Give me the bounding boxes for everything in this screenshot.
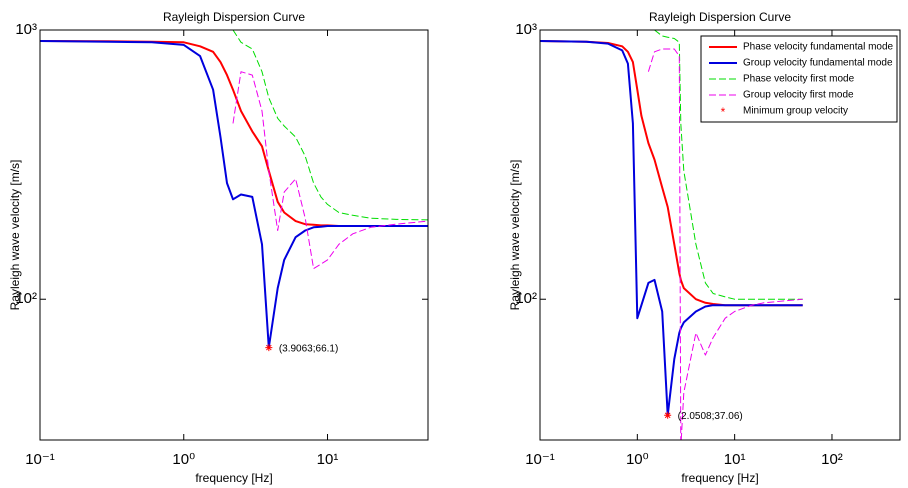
series-line	[232, 30, 428, 221]
legend-label: Minimum group velocity	[743, 106, 848, 117]
plot-area	[40, 30, 428, 440]
series-group	[540, 30, 803, 440]
x-tick-label: 10⁰	[172, 451, 195, 468]
chart-title: Rayleigh Dispersion Curve	[163, 10, 305, 24]
legend-marker: *	[721, 105, 726, 119]
x-tick-label: 10⁻¹	[25, 451, 55, 468]
x-tick-label: 10²	[821, 451, 843, 468]
series-line	[654, 30, 803, 300]
series-line	[647, 48, 803, 440]
axes-frame	[39, 29, 429, 441]
series-line	[540, 40, 803, 417]
y-axis-label: Rayleigh wave velocity [m/s]	[8, 160, 22, 311]
annotation: (3.9063;66.1)	[279, 343, 339, 354]
y-tick-label: 10²	[515, 290, 537, 307]
y-tick-label: 10²	[15, 290, 37, 307]
axes-frame	[539, 29, 901, 441]
min-marker	[664, 411, 672, 419]
y-axis-label: Rayleigh wave velocity [m/s]	[508, 160, 522, 311]
annotation: (2.0508;37.06)	[678, 411, 743, 422]
legend-label: Group velocity first mode	[743, 90, 854, 101]
min-marker	[265, 344, 273, 352]
plot: Rayleigh Dispersion Curve frequency [Hz] R…	[8, 10, 429, 485]
x-axis-label: frequency [Hz]	[681, 471, 758, 485]
x-axis-label: frequency [Hz]	[195, 471, 272, 485]
legend-label: Phase velocity fundamental mode	[743, 42, 894, 53]
x-tick-label: 10¹	[317, 451, 339, 468]
y-tick-label: 10³	[15, 21, 37, 38]
y-tick-label: 10³	[515, 21, 537, 38]
x-tick-label: 10¹	[724, 451, 746, 468]
legend-label: Group velocity fundamental mode	[743, 58, 893, 69]
x-tick-label: 10⁻¹	[525, 451, 555, 468]
legend-label: Phase velocity first mode	[743, 74, 855, 85]
chart-title: Rayleigh Dispersion Curve	[649, 10, 791, 24]
x-tick-label: 10⁰	[626, 451, 649, 468]
plot: Rayleigh Dispersion Curve frequency [Hz] R…	[508, 10, 901, 485]
